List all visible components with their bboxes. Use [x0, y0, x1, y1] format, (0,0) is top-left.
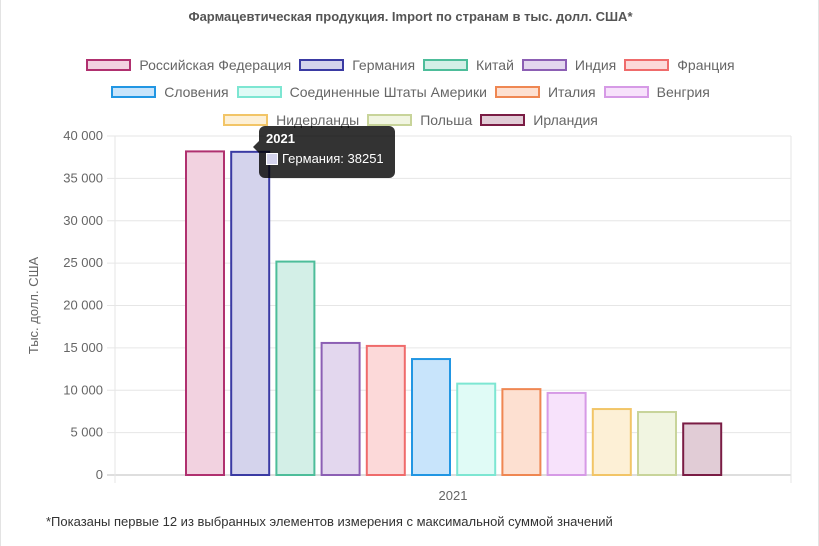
legend-label: Польша [420, 111, 473, 128]
legend-label: Индия [574, 56, 617, 73]
y-tick-label: 5 000 [70, 425, 103, 440]
legend-swatch [480, 113, 526, 126]
y-tick-label: 20 000 [63, 298, 103, 313]
legend-label: Италия [547, 84, 596, 101]
legend-swatch [423, 58, 469, 71]
bar [320, 341, 361, 476]
tooltip-caret [253, 141, 259, 153]
bar [637, 411, 677, 477]
legend-swatch [367, 113, 413, 126]
tooltip: 2021 Германия: 38251 [253, 126, 395, 178]
legend-item[interactable]: Италия [494, 84, 596, 101]
legend-item[interactable]: Индия [521, 56, 617, 73]
legend-label: Словения [164, 84, 229, 101]
y-tick-label: 35 000 [63, 170, 103, 185]
legend-row: Нидерланды Польша Ирландия [1, 106, 819, 134]
legend-label: Ирландия [533, 111, 598, 128]
y-tick-label: 15 000 [63, 340, 103, 355]
bar [501, 388, 542, 477]
bar [411, 358, 451, 477]
legend-label: Нидерланды [276, 111, 360, 128]
legend-item[interactable]: Соединенные Штаты Америки [236, 84, 487, 101]
legend-item[interactable]: Германия [299, 57, 415, 73]
bar [591, 408, 632, 476]
plot-area: 0 5 000 10 000 15 000 20 000 25 000 30 000 35 0… [26, 128, 792, 503]
legend-item[interactable]: Словения [111, 84, 229, 101]
y-tick-label: 10 000 [63, 382, 103, 397]
y-tick-label: 0 [96, 467, 103, 482]
legend-item[interactable]: Польша [367, 112, 472, 128]
legend-item[interactable]: Китай [423, 57, 514, 73]
footnote: *Показаны первые 12 из выбранных элемент… [46, 514, 613, 529]
y-tick-label: 25 000 [63, 255, 103, 270]
legend-label: Российская Федерация [139, 56, 292, 73]
y-tick-label: 40 000 [63, 128, 103, 143]
tooltip-swatch [266, 152, 278, 165]
y-axis-title: Тыс. долл. США [26, 257, 41, 355]
tooltip-label: Германия: 38251 [282, 151, 384, 166]
legend-row: Словения Соединенные Штаты Америки Италия В… [1, 79, 819, 107]
legend-swatch [603, 86, 649, 99]
legend-swatch [86, 58, 132, 71]
legend-swatch [299, 58, 345, 71]
legend-item[interactable]: Венгрия [603, 84, 710, 101]
legend-item[interactable]: Российская Федерация [86, 57, 291, 73]
bar [682, 422, 723, 476]
chart-title: Фармацевтическая продукция. Import по ст… [188, 9, 633, 24]
legend: Российская Федерация Германия Китай Индия Фр… [1, 51, 819, 134]
legend-swatch [521, 58, 567, 71]
legend-swatch [111, 86, 157, 99]
legend-label: Германия [352, 56, 416, 73]
x-tick-label: 2021 [439, 488, 468, 503]
legend-label: Соединенные Штаты Америки [289, 84, 487, 101]
legend-swatch [236, 86, 282, 99]
y-tick-label: 30 000 [63, 213, 103, 228]
legend-item[interactable]: Ирландия [480, 112, 598, 128]
bar [365, 344, 406, 476]
legend-label: Венгрия [656, 84, 710, 101]
legend-item[interactable]: Нидерланды [223, 112, 359, 128]
legend-label: Китай [476, 56, 514, 73]
legend-label: Франция [677, 56, 735, 73]
legend-item[interactable]: Франция [624, 56, 735, 73]
legend-swatch [494, 86, 540, 99]
bar [185, 150, 225, 476]
bar [230, 150, 271, 476]
legend-swatch [223, 113, 269, 126]
legend-swatch [624, 58, 670, 71]
tooltip-body: Германия: 38251 [266, 151, 388, 166]
legend-row: Российская Федерация Германия Китай Индия Фр… [1, 51, 819, 79]
bar [546, 391, 587, 477]
bar [275, 260, 316, 476]
tooltip-title: 2021 [266, 131, 295, 146]
bar [456, 382, 497, 476]
